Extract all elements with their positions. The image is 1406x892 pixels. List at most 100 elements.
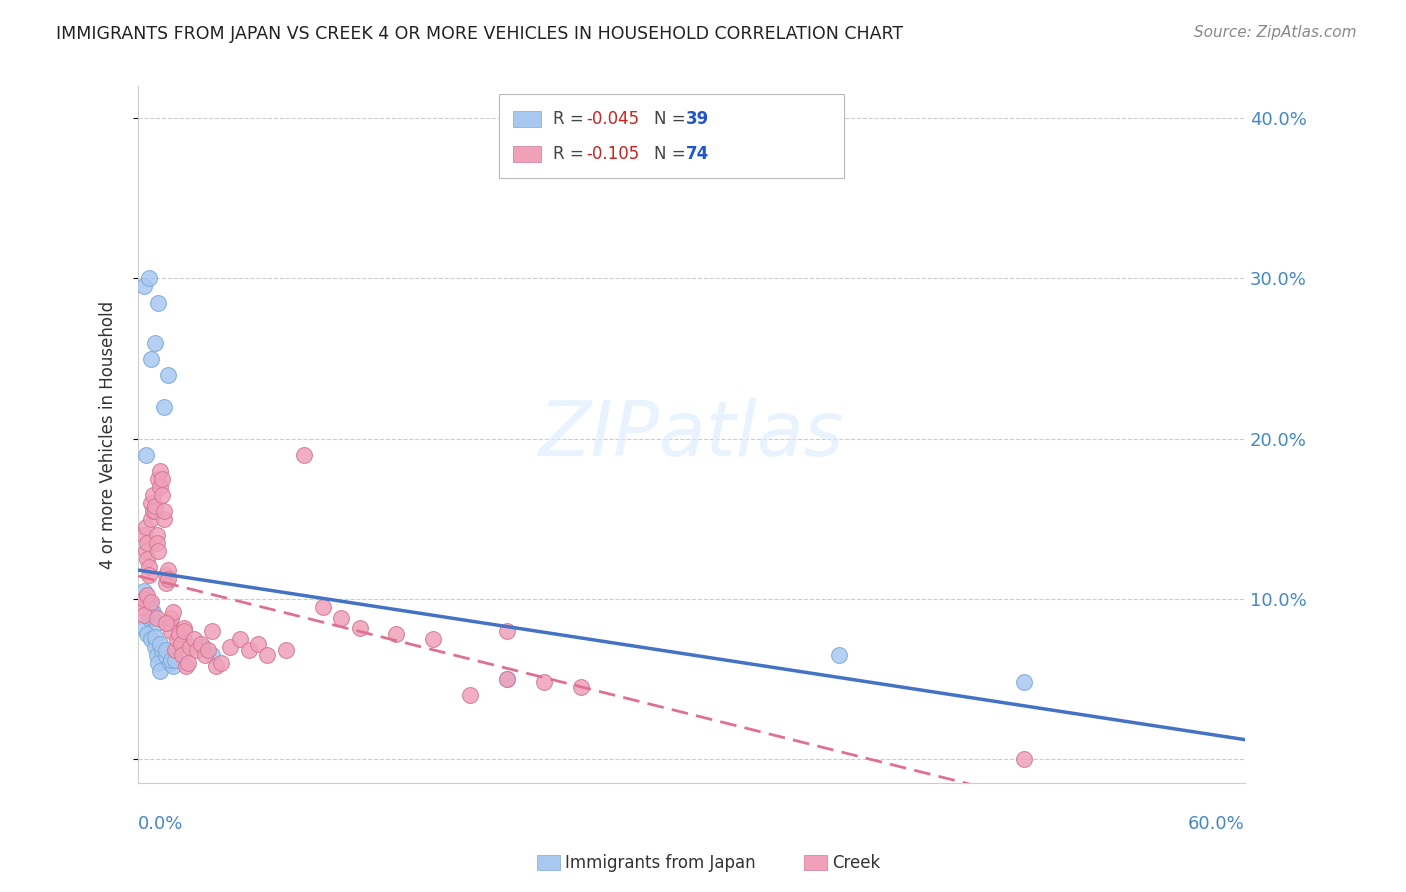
Point — [274, 643, 297, 657]
Point — [136, 535, 159, 549]
Point — [190, 636, 212, 650]
Point — [155, 575, 177, 590]
Point — [135, 448, 157, 462]
Point — [204, 659, 226, 673]
Point — [139, 632, 162, 646]
Point — [159, 656, 181, 670]
Text: 60.0%: 60.0% — [1188, 815, 1244, 833]
Point — [156, 563, 179, 577]
Text: ZIPatlas: ZIPatlas — [538, 398, 844, 472]
Point — [458, 688, 481, 702]
Point — [132, 620, 155, 634]
Point — [135, 519, 157, 533]
Point — [132, 591, 155, 606]
Point — [148, 295, 170, 310]
Point — [142, 503, 165, 517]
Text: -0.045: -0.045 — [586, 110, 640, 128]
Point — [159, 615, 181, 630]
Point — [155, 615, 177, 630]
Point — [145, 527, 167, 541]
Text: R =: R = — [553, 145, 589, 163]
Point — [138, 611, 160, 625]
Text: -0.105: -0.105 — [586, 145, 640, 163]
Point — [153, 511, 176, 525]
Point — [247, 636, 270, 650]
Point — [153, 400, 176, 414]
Point — [160, 652, 183, 666]
Text: Creek: Creek — [832, 854, 880, 871]
Point — [142, 488, 165, 502]
Point — [209, 656, 232, 670]
Text: 74: 74 — [686, 145, 710, 163]
Point — [166, 632, 188, 646]
Point — [138, 567, 160, 582]
Point — [162, 659, 184, 673]
Point — [153, 503, 176, 517]
Point — [155, 567, 177, 582]
Text: Source: ZipAtlas.com: Source: ZipAtlas.com — [1194, 25, 1357, 40]
Point — [169, 636, 191, 650]
Point — [132, 527, 155, 541]
Point — [173, 620, 195, 634]
Point — [150, 472, 173, 486]
Point — [136, 551, 159, 566]
Point — [292, 448, 315, 462]
Point — [139, 595, 162, 609]
Point — [138, 559, 160, 574]
Point — [177, 656, 200, 670]
Point — [165, 643, 187, 657]
Point — [145, 535, 167, 549]
Point — [167, 627, 190, 641]
Point — [533, 675, 555, 690]
Point — [311, 599, 333, 614]
Text: R =: R = — [553, 110, 589, 128]
Point — [155, 643, 177, 657]
Point — [201, 624, 224, 638]
Point — [194, 648, 217, 662]
Point — [160, 624, 183, 638]
Point — [828, 648, 851, 662]
Point — [132, 607, 155, 622]
Point — [139, 605, 162, 619]
Point — [143, 499, 166, 513]
Point — [219, 640, 242, 654]
Text: N =: N = — [654, 110, 690, 128]
Point — [135, 591, 157, 606]
Point — [569, 680, 592, 694]
Point — [145, 648, 167, 662]
Point — [183, 632, 205, 646]
Point — [228, 632, 250, 646]
Point — [132, 583, 155, 598]
Point — [131, 599, 153, 614]
Point — [143, 640, 166, 654]
Point — [238, 643, 260, 657]
Point — [149, 664, 172, 678]
Point — [145, 615, 167, 630]
Point — [422, 632, 444, 646]
Point — [156, 573, 179, 587]
Point — [143, 630, 166, 644]
Point — [148, 656, 170, 670]
Point — [172, 648, 194, 662]
Point — [160, 611, 183, 625]
Point — [143, 335, 166, 350]
Point — [138, 595, 160, 609]
Point — [496, 672, 519, 686]
Point — [385, 627, 408, 641]
Point — [191, 640, 214, 654]
Point — [132, 279, 155, 293]
Point — [142, 605, 165, 619]
Point — [173, 632, 195, 646]
Point — [142, 611, 165, 625]
Point — [139, 351, 162, 366]
Point — [496, 672, 519, 686]
Point — [201, 648, 224, 662]
Point — [349, 620, 371, 634]
Point — [135, 543, 157, 558]
Point — [165, 652, 187, 666]
Point — [496, 624, 519, 638]
Point — [148, 472, 170, 486]
Point — [1012, 675, 1035, 690]
Point — [1012, 752, 1035, 766]
Point — [149, 480, 172, 494]
